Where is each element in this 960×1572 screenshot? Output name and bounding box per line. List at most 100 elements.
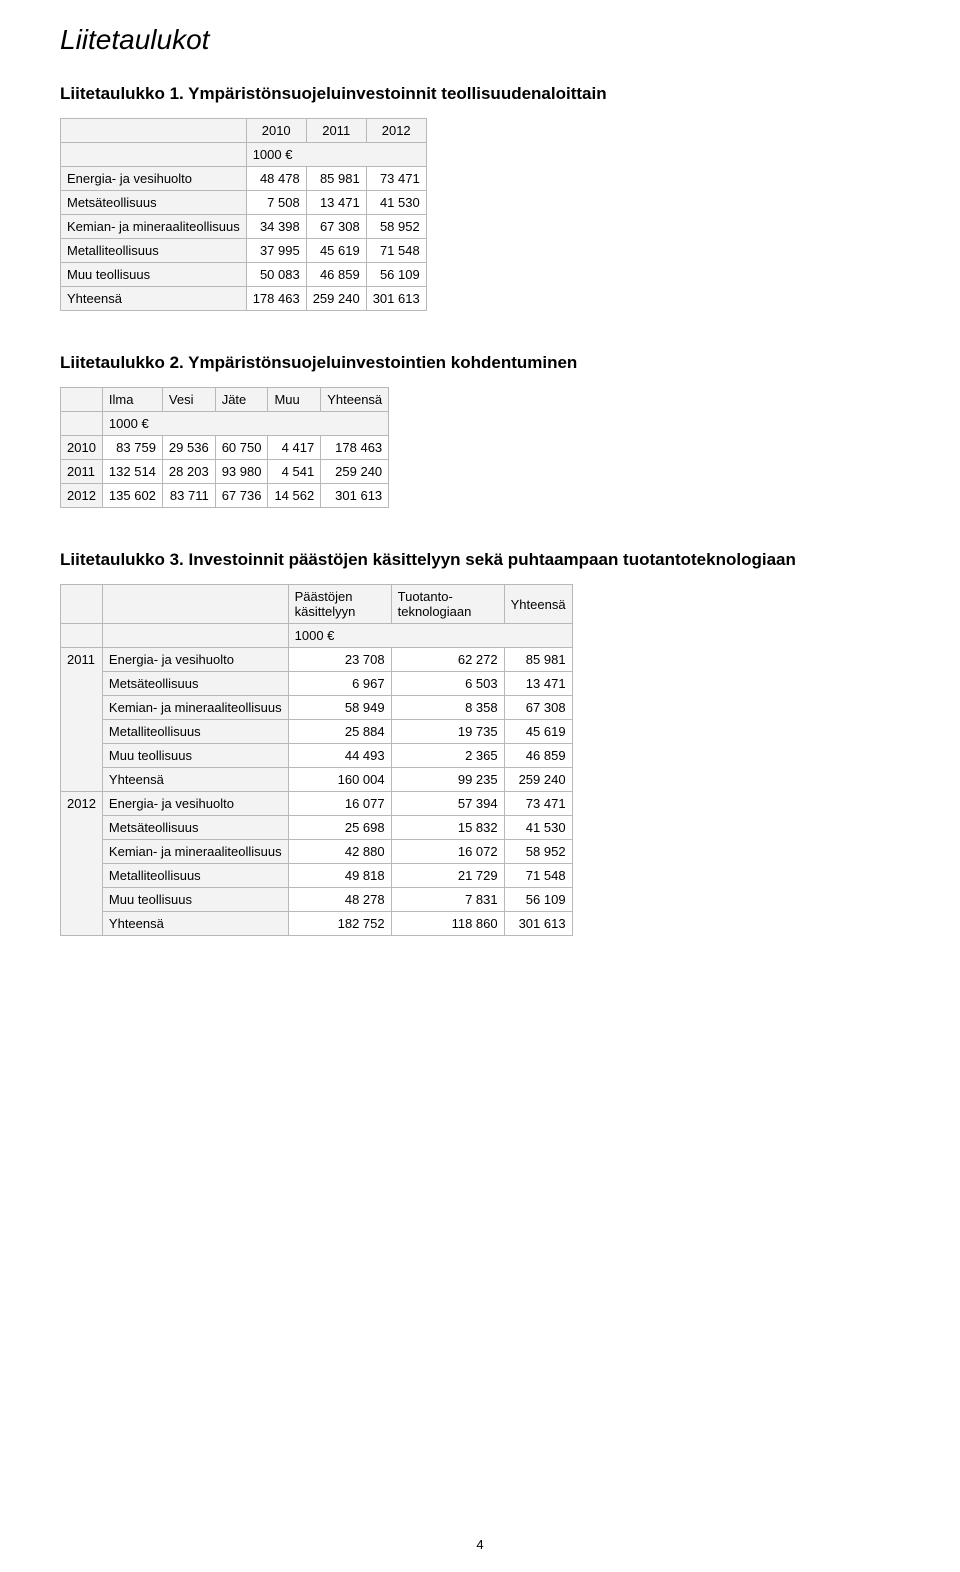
- table3-year-cell: 2012: [61, 792, 103, 936]
- table3-cell: 23 708: [288, 648, 391, 672]
- table2-cell: 301 613: [321, 484, 389, 508]
- table3-cell: 73 471: [504, 792, 572, 816]
- table3-row-label: Kemian- ja mineraaliteollisuus: [102, 840, 288, 864]
- page-number: 4: [0, 1537, 960, 1552]
- table3-cell: 41 530: [504, 816, 572, 840]
- table3-row-label: Yhteensä: [102, 912, 288, 936]
- table3-cell: 42 880: [288, 840, 391, 864]
- table3-unit: 1000 €: [288, 624, 572, 648]
- table3-cell: 21 729: [391, 864, 504, 888]
- table3-cell: 259 240: [504, 768, 572, 792]
- table1-cell: 259 240: [306, 287, 366, 311]
- table1-cell: 41 530: [366, 191, 426, 215]
- table1-blank2: [61, 143, 247, 167]
- table3-cell: 19 735: [391, 720, 504, 744]
- table-row: Metsäteollisuus7 50813 47141 530: [61, 191, 427, 215]
- table-row: Metalliteollisuus25 88419 73545 619: [61, 720, 573, 744]
- table3-row-label: Muu teollisuus: [102, 744, 288, 768]
- table2-cell: 29 536: [162, 436, 215, 460]
- table2-cell: 28 203: [162, 460, 215, 484]
- table2-blank2: [61, 412, 103, 436]
- table3-cell: 99 235: [391, 768, 504, 792]
- table3-row-label: Metalliteollisuus: [102, 720, 288, 744]
- table3-cell: 2 365: [391, 744, 504, 768]
- table2-col-vesi: Vesi: [162, 388, 215, 412]
- table2-cell: 132 514: [102, 460, 162, 484]
- table3-cell: 44 493: [288, 744, 391, 768]
- table1-cell: 37 995: [246, 239, 306, 263]
- table1-title: Liitetaulukko 1. Ympäristönsuojeluinvest…: [60, 84, 900, 104]
- table3-cell: 15 832: [391, 816, 504, 840]
- table1-blank: [61, 119, 247, 143]
- table3-row-label: Muu teollisuus: [102, 888, 288, 912]
- table2-cell: 14 562: [268, 484, 321, 508]
- table1-row-label: Kemian- ja mineraaliteollisuus: [61, 215, 247, 239]
- table3-blank-a: [61, 585, 103, 624]
- table1-row-label: Muu teollisuus: [61, 263, 247, 287]
- table3-row-label: Kemian- ja mineraaliteollisuus: [102, 696, 288, 720]
- table-row: 201083 75929 53660 7504 417178 463: [61, 436, 389, 460]
- table3-blank-d: [102, 624, 288, 648]
- table1-row-label: Metalliteollisuus: [61, 239, 247, 263]
- table1-row-label: Yhteensä: [61, 287, 247, 311]
- table1: 2010 2011 2012 1000 € Energia- ja vesihu…: [60, 118, 427, 311]
- table-row: Yhteensä160 00499 235259 240: [61, 768, 573, 792]
- table2-row-year: 2011: [61, 460, 103, 484]
- table1-col-2011: 2011: [306, 119, 366, 143]
- table2-unit: 1000 €: [102, 412, 388, 436]
- page: Liitetaulukot Liitetaulukko 1. Ympäristö…: [0, 0, 960, 1572]
- table1-row-label: Energia- ja vesihuolto: [61, 167, 247, 191]
- table3-title: Liitetaulukko 3. Investoinnit päästöjen …: [60, 550, 900, 570]
- table1-cell: 13 471: [306, 191, 366, 215]
- table3-cell: 118 860: [391, 912, 504, 936]
- table-row: Metalliteollisuus37 99545 61971 548: [61, 239, 427, 263]
- table-row: 2011132 51428 20393 9804 541259 240: [61, 460, 389, 484]
- table-row: Muu teollisuus48 2787 83156 109: [61, 888, 573, 912]
- table1-cell: 178 463: [246, 287, 306, 311]
- table3-row-label: Energia- ja vesihuolto: [102, 648, 288, 672]
- table2: Ilma Vesi Jäte Muu Yhteensä 1000 € 20108…: [60, 387, 389, 508]
- table3-col-yht: Yhteensä: [504, 585, 572, 624]
- table1-cell: 7 508: [246, 191, 306, 215]
- table3-cell: 25 884: [288, 720, 391, 744]
- table2-blank: [61, 388, 103, 412]
- table3-cell: 57 394: [391, 792, 504, 816]
- table2-cell: 93 980: [215, 460, 268, 484]
- table1-cell: 58 952: [366, 215, 426, 239]
- table3-cell: 46 859: [504, 744, 572, 768]
- table3-cell: 56 109: [504, 888, 572, 912]
- table3: Päästöjen käsittelyyn Tuotanto-teknologi…: [60, 584, 573, 936]
- table3-year-cell: 2011: [61, 648, 103, 792]
- table3-blank-c: [61, 624, 103, 648]
- table2-col-muu: Muu: [268, 388, 321, 412]
- table2-cell: 259 240: [321, 460, 389, 484]
- table1-cell: 48 478: [246, 167, 306, 191]
- table1-cell: 45 619: [306, 239, 366, 263]
- table3-cell: 48 278: [288, 888, 391, 912]
- table-row: Metsäteollisuus6 9676 50313 471: [61, 672, 573, 696]
- table1-col-2012: 2012: [366, 119, 426, 143]
- table2-col-yht: Yhteensä: [321, 388, 389, 412]
- table-row: Metsäteollisuus25 69815 83241 530: [61, 816, 573, 840]
- table3-cell: 301 613: [504, 912, 572, 936]
- table3-cell: 45 619: [504, 720, 572, 744]
- table1-cell: 73 471: [366, 167, 426, 191]
- table3-cell: 58 949: [288, 696, 391, 720]
- table3-cell: 8 358: [391, 696, 504, 720]
- table2-col-ilma: Ilma: [102, 388, 162, 412]
- table2-cell: 4 417: [268, 436, 321, 460]
- table2-cell: 60 750: [215, 436, 268, 460]
- table3-cell: 16 072: [391, 840, 504, 864]
- table3-cell: 62 272: [391, 648, 504, 672]
- table-row: Muu teollisuus50 08346 85956 109: [61, 263, 427, 287]
- table2-cell: 135 602: [102, 484, 162, 508]
- table-row: Metalliteollisuus49 81821 72971 548: [61, 864, 573, 888]
- table1-unit: 1000 €: [246, 143, 426, 167]
- table3-row-label: Metsäteollisuus: [102, 672, 288, 696]
- table3-cell: 182 752: [288, 912, 391, 936]
- table1-row-label: Metsäteollisuus: [61, 191, 247, 215]
- table-row: Kemian- ja mineraaliteollisuus58 9498 35…: [61, 696, 573, 720]
- table-row: Yhteensä178 463259 240301 613: [61, 287, 427, 311]
- table1-cell: 34 398: [246, 215, 306, 239]
- table3-col-paastojen: Päästöjen käsittelyyn: [288, 585, 391, 624]
